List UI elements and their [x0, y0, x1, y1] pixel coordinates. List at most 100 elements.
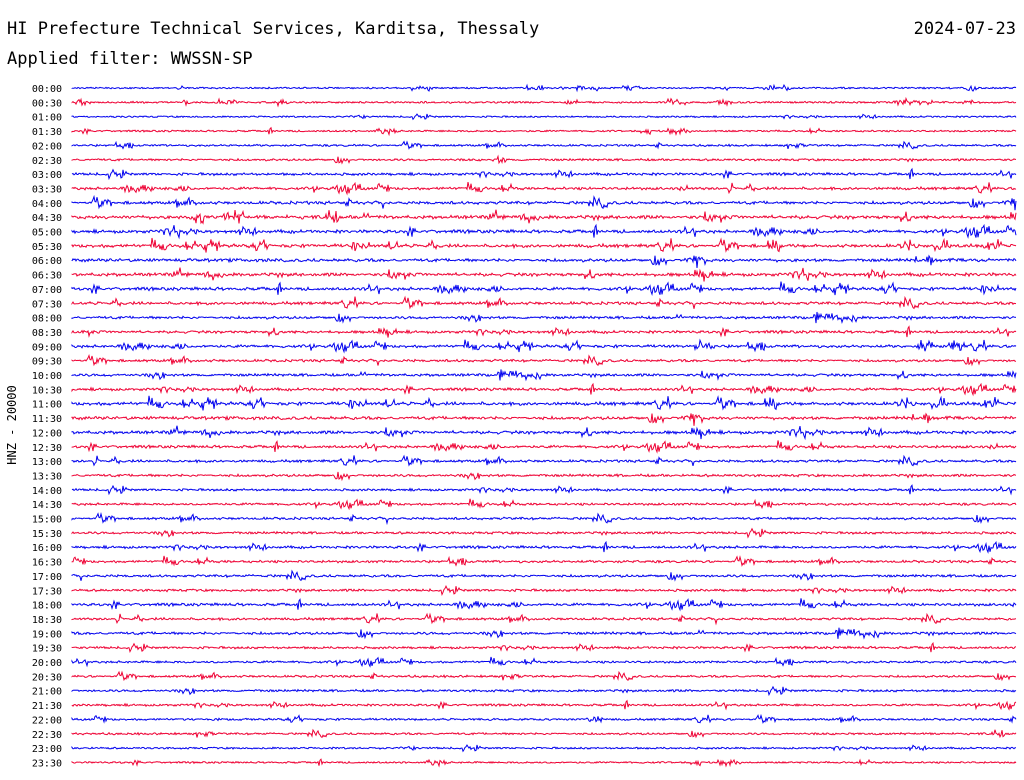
seismic-trace-row: [71, 369, 1017, 382]
seismic-trace-row: [71, 354, 1016, 367]
seismic-trace-row: [71, 713, 1017, 724]
row-time-label: 04:30: [32, 213, 62, 224]
seismic-trace-row: [71, 728, 1017, 739]
seismic-trace-row: [71, 194, 1017, 211]
seismic-trace-row: [71, 237, 1017, 253]
seismic-trace-row: [71, 113, 1017, 121]
row-time-label: 01:00: [32, 113, 62, 124]
row-time-label: 14:00: [32, 486, 62, 497]
seismic-trace-row: [71, 412, 1017, 426]
seismic-trace-row: [71, 181, 1017, 196]
row-time-label: 20:30: [32, 672, 62, 683]
seismic-trace-row: [71, 585, 1017, 597]
row-time-label: 08:30: [32, 328, 62, 339]
row-time-label: 05:00: [32, 228, 62, 239]
row-time-label: 20:00: [32, 658, 62, 669]
seismic-trace-row: [71, 527, 1017, 539]
seismic-trace-row: [71, 685, 1017, 697]
row-time-label: 16:00: [32, 543, 62, 554]
seismic-trace-row: [71, 498, 1017, 511]
seismic-trace-row: [71, 612, 1017, 626]
row-time-label: 02:00: [32, 141, 62, 152]
seismic-trace-row: [71, 758, 1017, 768]
row-time-label: 00:30: [32, 98, 62, 109]
seismic-trace-row: [71, 395, 1017, 411]
row-time-label: 13:00: [32, 457, 62, 468]
seismic-trace-row: [71, 126, 1017, 137]
row-time-label: 02:30: [32, 156, 62, 167]
row-time-label: 11:00: [32, 400, 62, 411]
seismic-trace-row: [71, 167, 1017, 181]
seismic-trace-row: [71, 569, 1017, 582]
row-time-label: 07:00: [32, 285, 62, 296]
row-time-label: 18:30: [32, 615, 62, 626]
row-time-label: 14:30: [32, 500, 62, 511]
row-time-label: 23:30: [32, 758, 62, 769]
seismic-trace-row: [71, 140, 1017, 150]
row-time-label: 15:00: [32, 515, 62, 526]
seismic-trace-row: [71, 484, 1017, 496]
row-time-label: 12:30: [32, 443, 62, 454]
seismic-trace-row: [71, 642, 1017, 654]
row-time-label: 22:30: [32, 730, 62, 741]
row-time-label: 12:00: [32, 428, 62, 439]
seismic-trace-row: [71, 96, 1017, 108]
seismic-trace-row: [71, 670, 1017, 682]
row-time-label: 09:00: [32, 342, 62, 353]
row-time-label: 19:30: [32, 644, 62, 655]
seismic-trace-row: [71, 83, 1017, 93]
seismic-trace-row: [71, 338, 1017, 354]
station-title: HI Prefecture Technical Services, Kardit…: [7, 19, 540, 39]
seismic-trace-row: [71, 512, 1017, 526]
row-time-label: 13:30: [32, 471, 62, 482]
row-time-label: 21:00: [32, 687, 62, 698]
row-time-label: 06:00: [32, 256, 62, 267]
row-time-label: 05:30: [32, 242, 62, 253]
row-time-label: 03:30: [32, 184, 62, 195]
seismic-trace-row: [71, 699, 1017, 711]
seismic-trace-row: [71, 471, 1016, 482]
row-time-label: 04:00: [32, 199, 62, 210]
seismic-trace-row: [71, 454, 1017, 467]
row-time-label: 10:00: [32, 371, 62, 382]
seismic-trace-row: [71, 209, 1017, 225]
row-time-label: 11:30: [32, 414, 62, 425]
seismic-trace-row: [71, 154, 1016, 165]
row-time-label: 19:00: [32, 629, 62, 640]
row-time-label: 18:00: [32, 601, 62, 612]
row-time-label: 08:00: [32, 314, 62, 325]
row-time-label: 10:30: [32, 385, 62, 396]
seismic-trace-row: [71, 254, 1017, 268]
seismic-trace-row: [71, 555, 1017, 567]
filter-label: Applied filter: WWSSN-SP: [7, 49, 253, 69]
seismic-trace-row: [71, 325, 1017, 338]
row-time-label: 15:30: [32, 529, 62, 540]
row-time-label: 17:00: [32, 572, 62, 583]
seismic-trace-row: [71, 281, 1017, 297]
row-time-label: 01:30: [32, 127, 62, 138]
row-time-label: 03:00: [32, 170, 62, 181]
seismic-trace-row: [71, 311, 1017, 324]
seismic-trace-row: [71, 440, 1017, 454]
seismic-trace-row: [71, 223, 1017, 240]
row-time-label: 09:30: [32, 357, 62, 368]
row-time-label: 00:00: [32, 84, 62, 95]
row-time-label: 21:30: [32, 701, 62, 712]
row-time-label: 06:30: [32, 271, 62, 282]
seismic-trace-row: [71, 295, 1017, 310]
row-time-label: 23:00: [32, 744, 62, 755]
seismic-trace-row: [71, 540, 1017, 554]
row-time-label: 07:30: [32, 299, 62, 310]
seismic-trace-row: [71, 267, 1017, 282]
row-time-label: 17:30: [32, 586, 62, 597]
record-date: 2024-07-23: [913, 19, 1016, 39]
row-time-label: 22:00: [32, 715, 62, 726]
seismic-trace-row: [71, 744, 1016, 753]
seismic-trace-row: [71, 425, 1017, 441]
seismic-trace-row: [71, 598, 1017, 612]
seismic-trace-row: [71, 382, 1017, 397]
seismic-trace-row: [71, 627, 1017, 640]
seismic-trace-row: [71, 656, 1017, 668]
row-time-label: 16:30: [32, 558, 62, 569]
